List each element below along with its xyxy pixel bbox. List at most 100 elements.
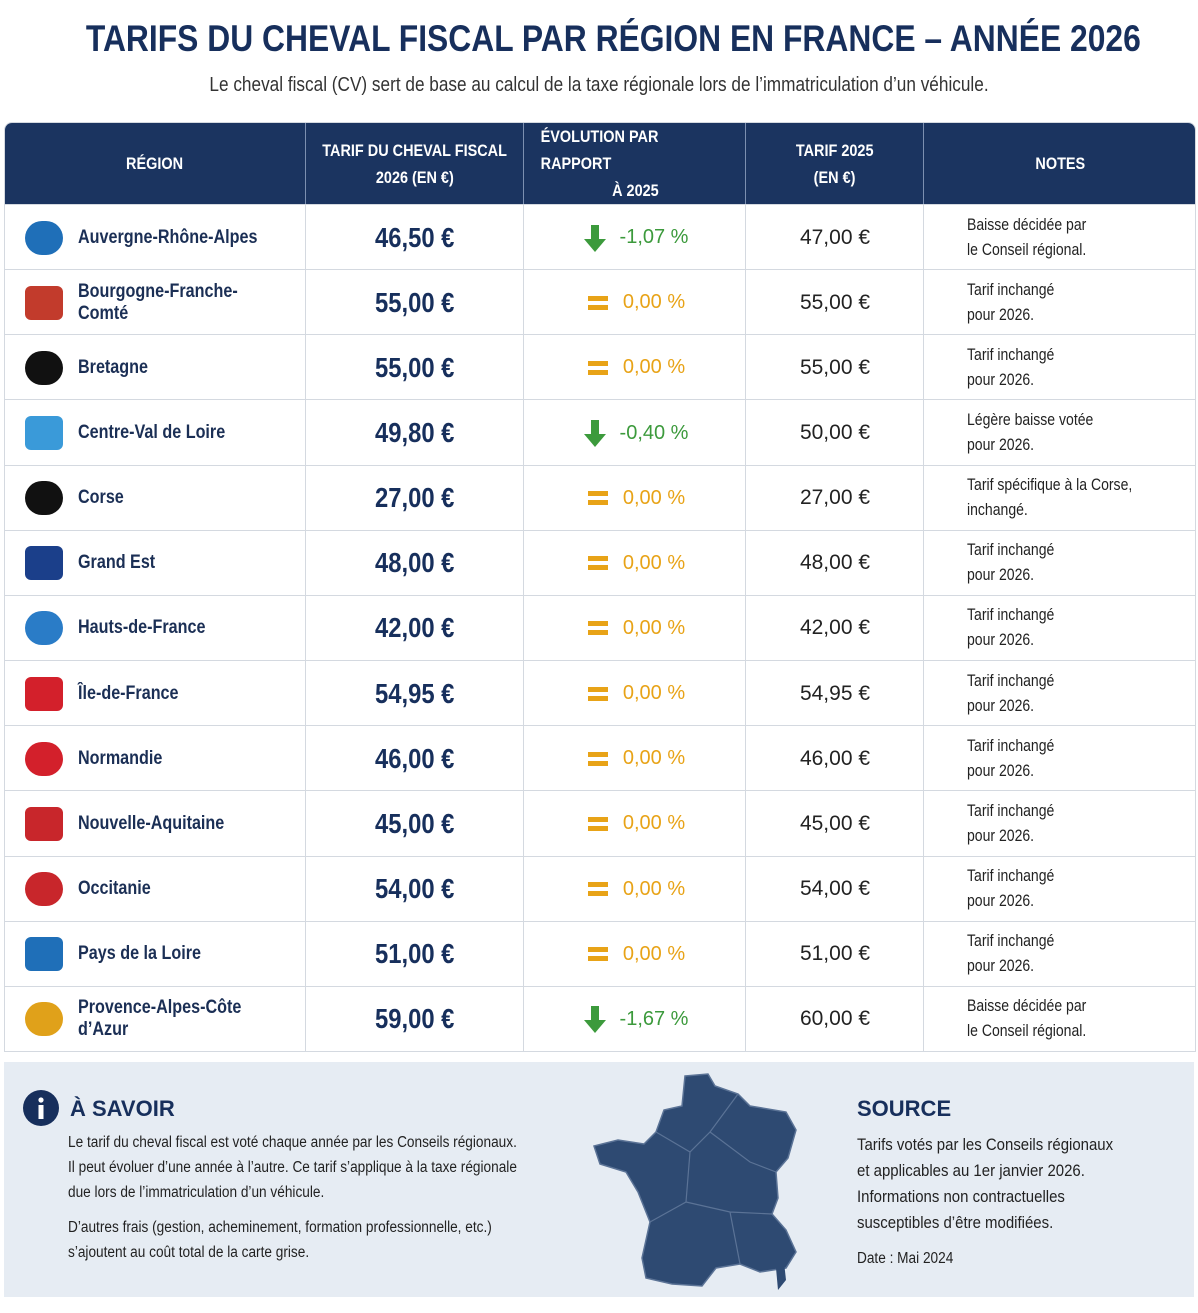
tarif-2026: 54,95 € [375,677,455,709]
tarif-2025: 45,00 € [799,811,871,835]
tarif-2025-cell: 47,00 € [745,205,924,271]
region-cell: Pays de la Loire [5,922,305,987]
tarif-2026-cell: 27,00 € [305,465,524,531]
note-line: Tarif inchangé [967,801,1055,820]
subtitle: Le cheval fiscal (CV) sert de base au ca… [0,74,1198,97]
note-line: Tarif inchangé [967,606,1055,625]
region-icon [25,872,63,907]
header-line: TARIF 2025 [796,140,874,160]
tarif-2026-cell: 55,00 € [305,335,524,401]
tarif-2026: 49,80 € [375,417,455,449]
evolution: -1,07 % [619,226,689,249]
equal-sign [585,744,611,774]
source-line-text: Tarifs votés par les Conseils régionaux [857,1135,1114,1154]
note-line: Tarif inchangé [967,736,1055,755]
region-cell: Centre-Val de Loire [5,400,305,465]
tarif-2026-cell: 51,00 € [305,921,524,987]
tarif-2025: 48,00 € [799,551,871,575]
tarif-2025: 47,00 € [799,225,871,249]
notes-cell: Baisse décidée par le Conseil régional. [923,205,1195,271]
source-date: Date : Mai 2024 [857,1250,966,1268]
table-row: Île-de-France 54,95 € 0,00 % 54,95 € Tarif i… [5,660,1195,727]
source-line: susceptibles d’être modifiées. [857,1210,1148,1236]
region-cell: Normandie [5,726,305,791]
date-text: Date : Mai 2024 [857,1250,954,1267]
region-icon [25,741,63,776]
region-name: Normandie [78,747,163,769]
table-row: Bretagne 55,00 € 0,00 % 55,00 € Tarif inchan… [5,334,1195,401]
tarif-2026-cell: 46,50 € [305,205,524,271]
tarif-2026: 42,00 € [375,612,455,644]
tarif-2026: 48,00 € [375,547,455,579]
region-name: Île-de-France [78,682,179,704]
evolution-cell: -0,40 % [523,400,746,466]
equal-shape [587,360,608,375]
notes-cell: Légère baisse votée pour 2026. [923,400,1195,466]
region-icon [25,676,63,711]
evolution-cell: 0,00 % [523,856,746,922]
evolution: 0,00 % [622,877,686,900]
region-icon [25,1002,63,1037]
info-line-text: D’autres frais (gestion, acheminement, f… [68,1219,492,1236]
notes-cell: Baisse décidée par le Conseil régional. [923,986,1195,1051]
note-line: Baisse décidée par [967,997,1087,1016]
evolution-cell: 0,00 % [523,921,746,987]
equal-sign [585,939,611,969]
equal-sign [585,548,611,578]
region-name: Bretagne [78,356,149,378]
info-line: due lors de l’immatriculation d’un véhic… [68,1180,578,1205]
tarif-2026-cell: 54,00 € [305,856,524,922]
region-name: Provence-Alpes-Côte d’Azur [78,997,242,1041]
note-line: Tarif inchangé [967,671,1055,690]
equal-shape [587,686,608,701]
down-arrow [582,1004,608,1034]
source-line: et applicables au 1er janvier 2026. [857,1158,1148,1184]
evolution: 0,00 % [622,747,686,770]
notes-cell: Tarif spécifique à la Corse, inchangé. [923,465,1195,531]
region-cell: Île-de-France [5,661,305,726]
tarif-2026: 54,00 € [375,873,455,905]
region-cell: Bretagne [5,335,305,400]
note-line: pour 2026. [967,436,1035,455]
info-icon [23,1090,59,1126]
tarif-2025-cell: 42,00 € [745,595,924,662]
tarif-2025: 42,00 € [799,616,871,640]
equal-shape [587,947,608,962]
evolution: 0,00 % [622,812,686,835]
arrow-shape [583,1006,606,1034]
column-header: NOTES [923,123,1195,204]
tarif-2026-cell: 55,00 € [305,270,524,336]
table-row: Grand Est 48,00 € 0,00 % 48,00 € Tarif incha… [5,529,1195,596]
note-line: inchangé. [967,501,1028,520]
note-line: Tarif spécifique à la Corse, [967,476,1133,495]
note-line: le Conseil régional. [967,1022,1087,1041]
header-line: ÉVOLUTION PAR RAPPORT [540,127,659,173]
notes-cell: Tarif inchangé pour 2026. [923,335,1195,401]
equal-sign [585,679,611,709]
tarif-2025-cell: 54,00 € [745,856,924,922]
down-arrow [582,223,608,253]
note-line: Tarif inchangé [967,932,1055,951]
column-header: TARIF 2025 (EN €) [745,123,924,204]
table-row: Pays de la Loire 51,00 € 0,00 % 51,00 € Tari… [5,920,1195,987]
region-cell: Nouvelle-Aquitaine [5,791,305,856]
info-line-text: Il peut évoluer d’une année à l’autre. C… [68,1159,517,1176]
header-line: 2026 (EN €) [376,167,454,187]
evolution: -1,67 % [619,1007,689,1030]
table-row: Nouvelle-Aquitaine 45,00 € 0,00 % 45,00 € Ta… [5,790,1195,857]
info-paragraph: D’autres frais (gestion, acheminement, f… [68,1215,578,1265]
tarif-2026-cell: 49,80 € [305,400,524,466]
tarif-2026: 46,00 € [375,742,455,774]
region-name: Nouvelle-Aquitaine [78,812,225,834]
table-row: Bourgogne-Franche-Comté 55,00 € 0,00 % 55,0… [5,269,1195,336]
tarif-2026-cell: 45,00 € [305,791,524,857]
note-line: pour 2026. [967,826,1035,845]
evolution: 0,00 % [622,682,686,705]
note-line: le Conseil régional. [967,240,1087,259]
equal-shape [587,556,608,571]
evolution-cell: 0,00 % [523,465,746,531]
table: RÉGION TARIF DU CHEVAL FISCAL 2026 (EN €) É… [4,122,1196,1052]
source-title: SOURCE [857,1096,952,1121]
tarif-2025-cell: 48,00 € [745,530,924,596]
header-line: RÉGION [126,154,184,173]
